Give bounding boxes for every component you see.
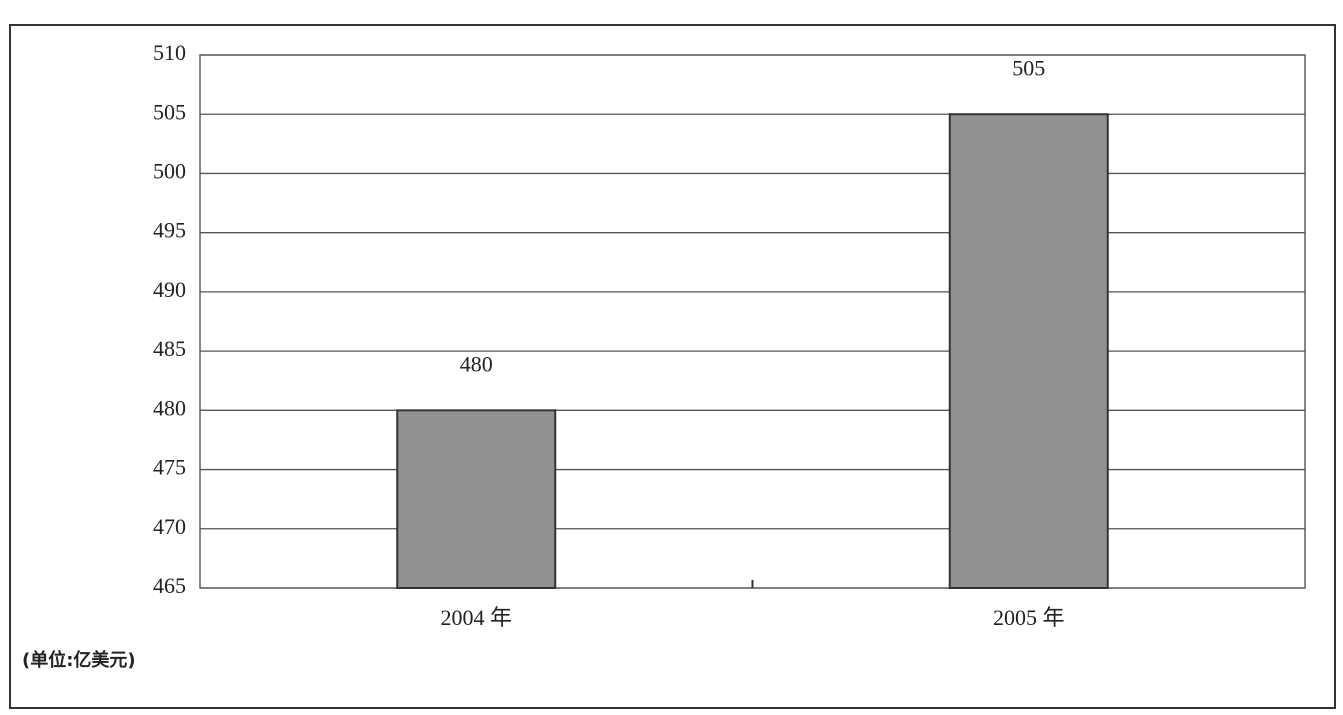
y-tick-label: 465 [153,573,186,598]
x-tick-label: 2004 年 [440,605,512,630]
y-tick-label: 480 [153,395,186,420]
y-tick-label: 470 [153,514,186,539]
y-tick-label: 510 [153,40,186,65]
data-label: 480 [460,351,493,376]
y-tick-label: 505 [153,99,186,124]
unit-note: (单位:亿美元) [22,649,136,671]
chart-frame [9,24,1336,709]
bar [396,409,557,590]
y-tick-label: 490 [153,277,186,302]
y-tick-label: 475 [153,455,186,480]
bar [948,113,1109,589]
y-tick-label: 485 [153,336,186,361]
data-label: 505 [1012,55,1045,80]
x-tick-label: 2005 年 [993,605,1065,630]
y-tick-label: 500 [153,158,186,183]
y-tick-label: 495 [153,218,186,243]
